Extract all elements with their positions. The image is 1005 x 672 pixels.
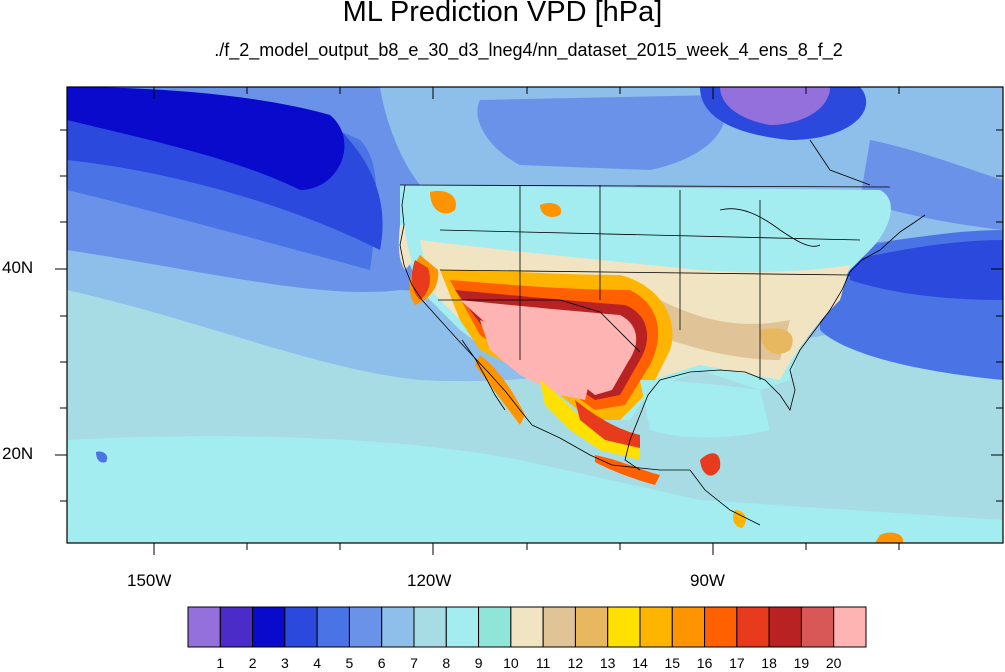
lon-tick-label-90w: 90W (690, 571, 725, 590)
colorbar-label: 9 (474, 655, 483, 671)
map-title: ML Prediction VPD [hPa] (342, 0, 663, 28)
colorbar-swatch (413, 606, 447, 648)
colorbar-label: 1 (216, 655, 225, 671)
colorbar-swatch (574, 606, 609, 648)
colorbar-swatch (381, 606, 415, 648)
colorbar-swatch (607, 606, 641, 648)
colorbar-swatch (348, 606, 383, 648)
coastlines (399, 139, 926, 526)
lat-tick-label-20n: 20N (2, 444, 34, 463)
colorbar-swatch (219, 606, 254, 648)
colorbar-swatch (671, 606, 706, 648)
colorbar-label: 10 (503, 655, 519, 671)
colorbar-swatch (736, 606, 770, 648)
axis-ticks (55, 87, 1003, 555)
colorbar-label: 19 (793, 655, 810, 671)
colorbar-swatch (542, 606, 576, 648)
colorbar-swatch (510, 606, 544, 648)
colorbar-swatch (833, 606, 867, 648)
lon-tick-label-120w: 120W (407, 571, 452, 590)
colorbar-swatch (800, 606, 835, 648)
colorbar-label: 11 (535, 655, 551, 671)
colorbar-swatch (704, 606, 738, 648)
colorbar-label: 13 (599, 655, 616, 671)
colorbar-label: 3 (280, 655, 289, 671)
colorbar-label: 4 (313, 655, 321, 671)
colorbar-label: 17 (729, 655, 745, 671)
colorbar-swatch (284, 606, 318, 648)
lat-tick-label-40n: 40N (2, 258, 34, 277)
colorbar-label: 8 (442, 655, 451, 671)
colorbar-swatch (445, 606, 480, 648)
map-subtitle: ./f_2_model_output_b8_e_30_d3_lneg4/nn_d… (214, 40, 843, 60)
colorbar-swatch (478, 606, 512, 648)
colorbar-swatch (639, 606, 673, 648)
colorbar (187, 606, 867, 648)
colorbar-label: 16 (696, 655, 713, 671)
colorbar-swatch (187, 606, 221, 648)
vpd-field (67, 87, 1003, 543)
colorbar-label: 18 (761, 655, 777, 671)
colorbar-swatch (252, 606, 286, 648)
colorbar-label: 2 (248, 655, 257, 671)
colorbar-swatch (768, 606, 802, 648)
colorbar-label: 7 (410, 655, 418, 671)
colorbar-label: 20 (825, 655, 842, 671)
lon-tick-label-150w: 150W (127, 571, 172, 590)
colorbar-label: 6 (377, 655, 386, 671)
colorbar-label: 5 (345, 655, 354, 671)
colorbar-swatch (316, 606, 350, 648)
colorbar-label: 14 (632, 655, 648, 671)
colorbar-label: 15 (664, 655, 681, 671)
colorbar-label: 12 (567, 655, 584, 671)
